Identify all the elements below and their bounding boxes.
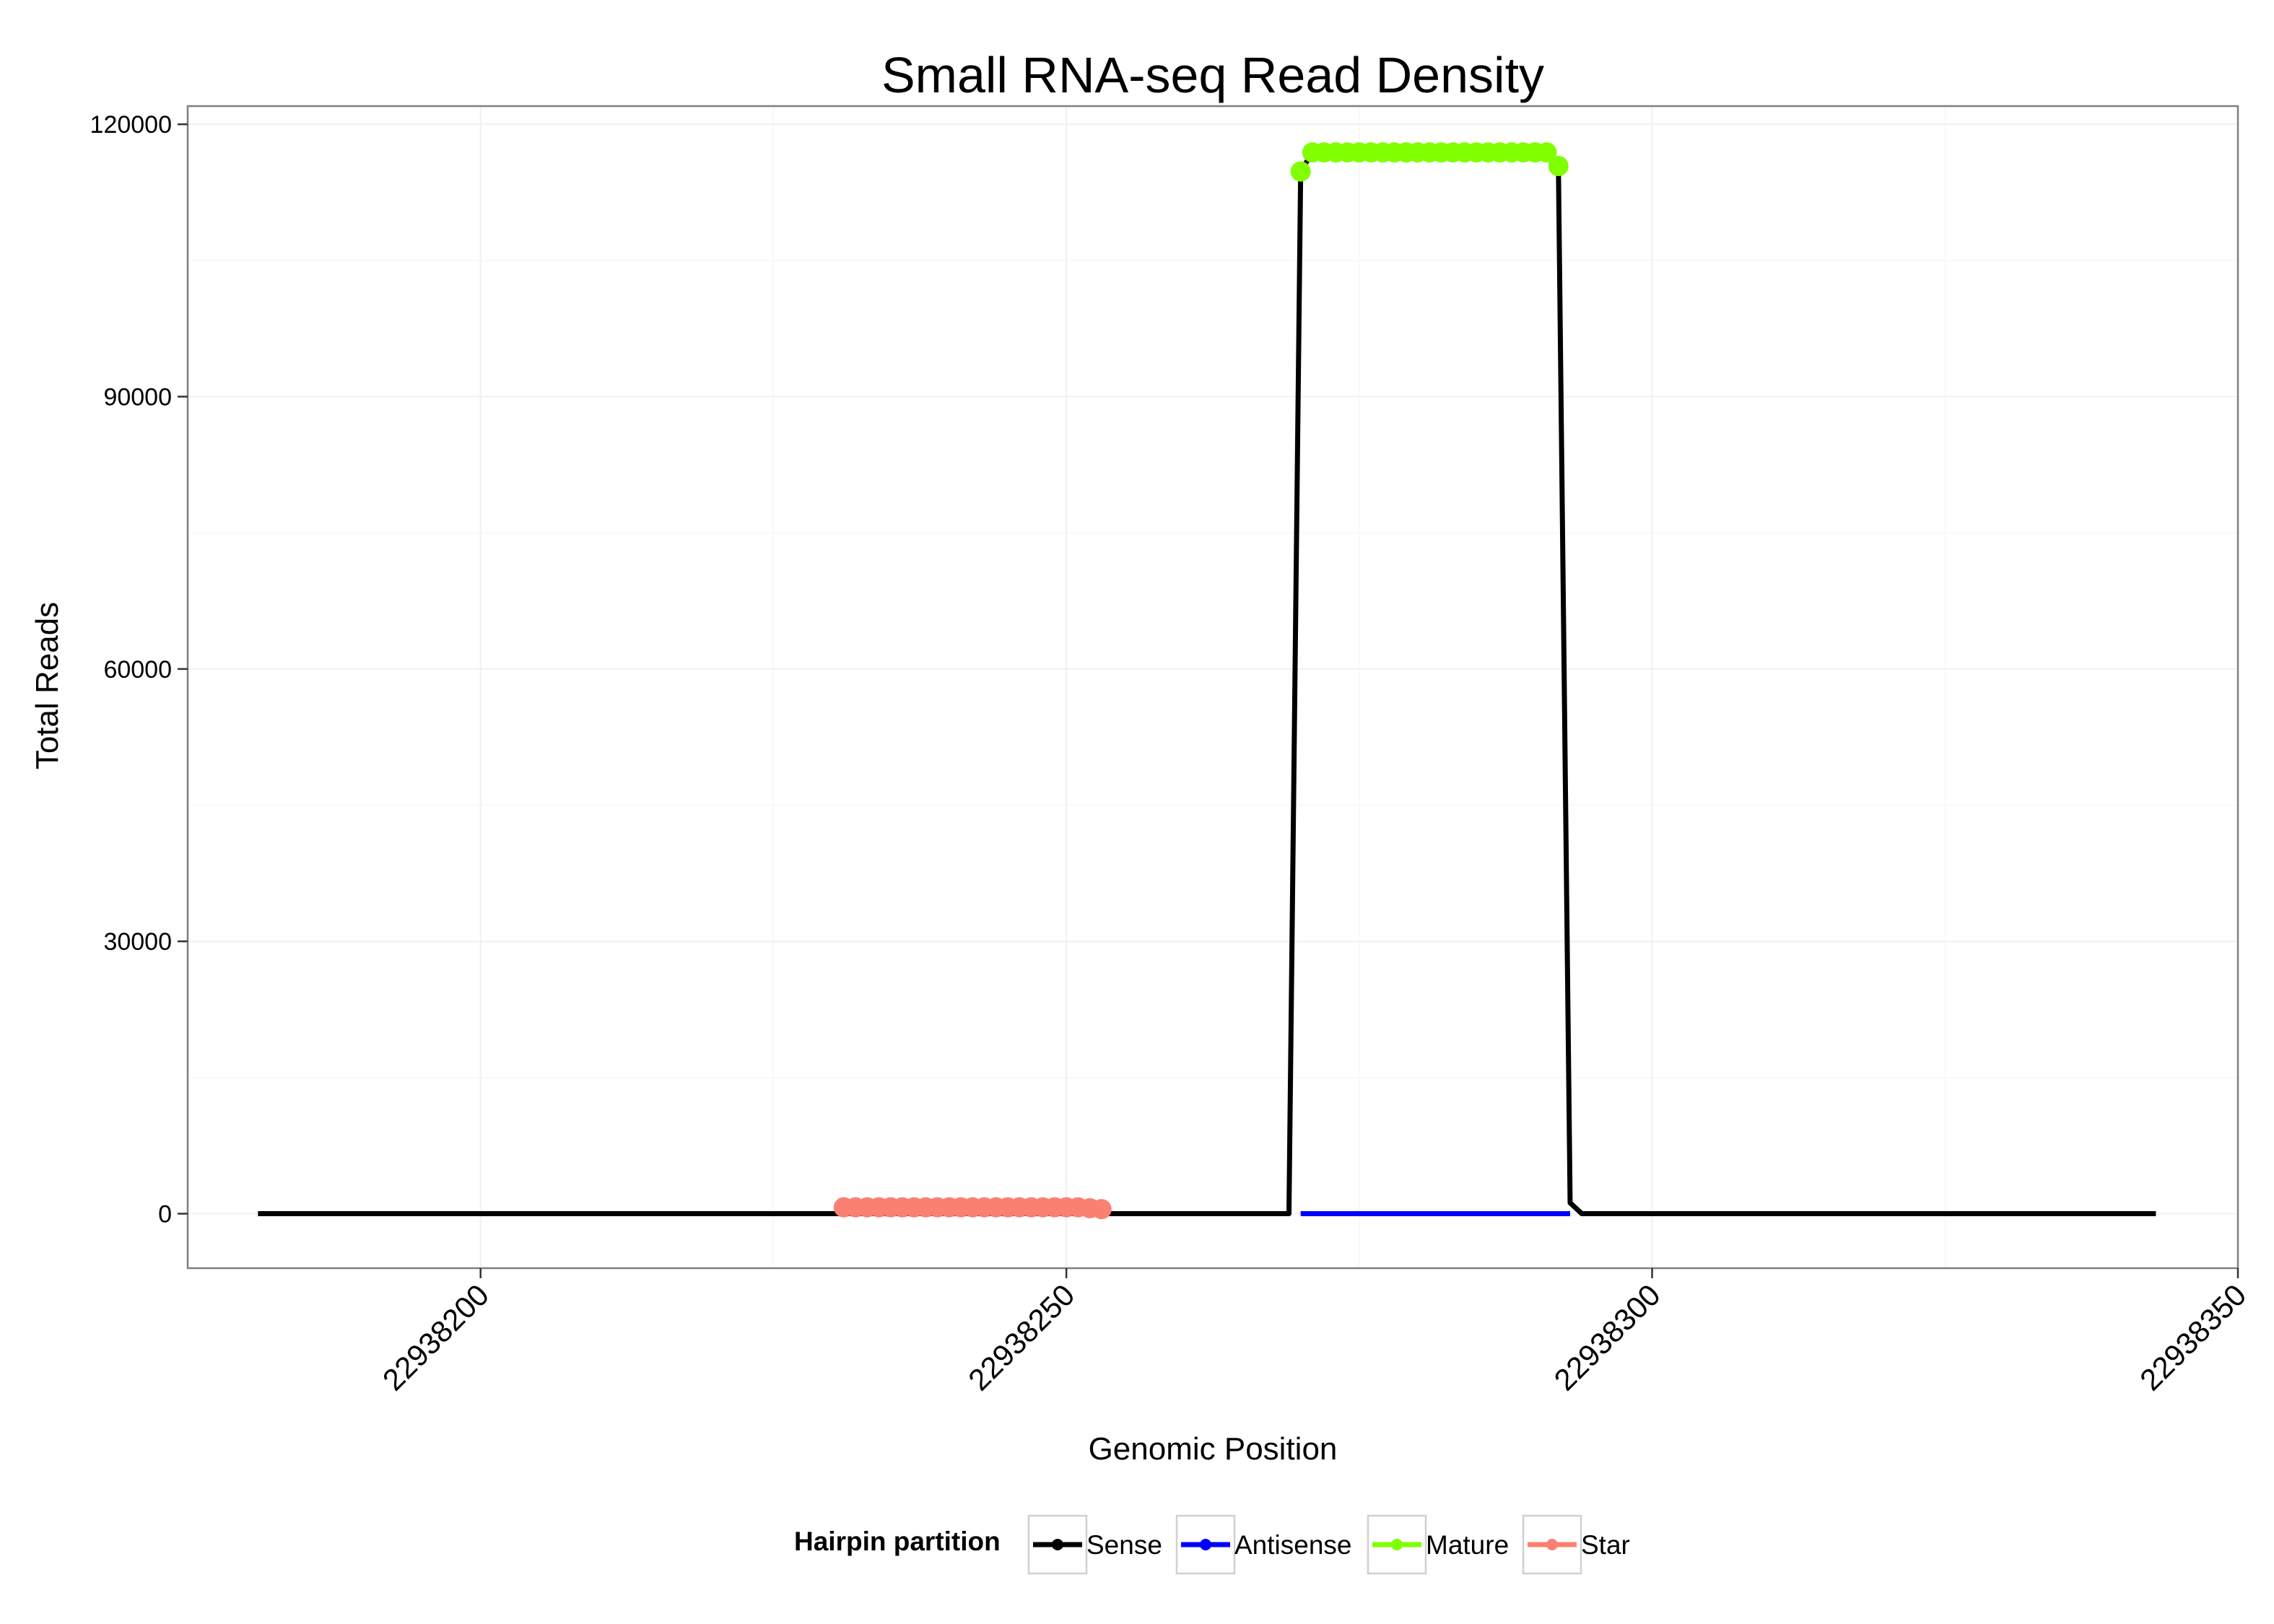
mature-point xyxy=(1290,161,1311,182)
legend-label-mature: Mature xyxy=(1426,1530,1509,1560)
y-tick-label: 30000 xyxy=(103,928,172,956)
series-layer xyxy=(258,142,2156,1220)
x-axis-title: Genomic Position xyxy=(1089,1431,1338,1467)
y-tick-label: 90000 xyxy=(103,384,172,411)
legend-point-antisense xyxy=(1200,1539,1211,1550)
legend-point-sense xyxy=(1052,1539,1063,1550)
chart-title: Small RNA-seq Read Density xyxy=(881,47,1544,103)
mature-point xyxy=(1548,156,1569,177)
legend-label-antisense: Antisense xyxy=(1234,1530,1352,1560)
star-point xyxy=(1091,1199,1112,1220)
legend-label-star: Star xyxy=(1581,1530,1630,1560)
y-tick-label: 60000 xyxy=(103,656,172,684)
legend-label-sense: Sense xyxy=(1086,1530,1162,1560)
legend-point-mature xyxy=(1391,1539,1403,1550)
plot-panel-border xyxy=(186,105,2239,1270)
y-tick-label: 120000 xyxy=(90,111,172,139)
y-tick-label: 0 xyxy=(158,1201,172,1228)
legend-point-star xyxy=(1546,1539,1558,1550)
y-axis: 0 30000 60000 90000 120000 xyxy=(90,111,188,1228)
legend-title: Hairpin partition xyxy=(794,1527,1001,1556)
legend: Hairpin partition Sense Antisense Mature St… xyxy=(794,1514,1630,1575)
mature-point xyxy=(1536,142,1557,163)
y-axis-title: Total Reads xyxy=(30,602,65,769)
